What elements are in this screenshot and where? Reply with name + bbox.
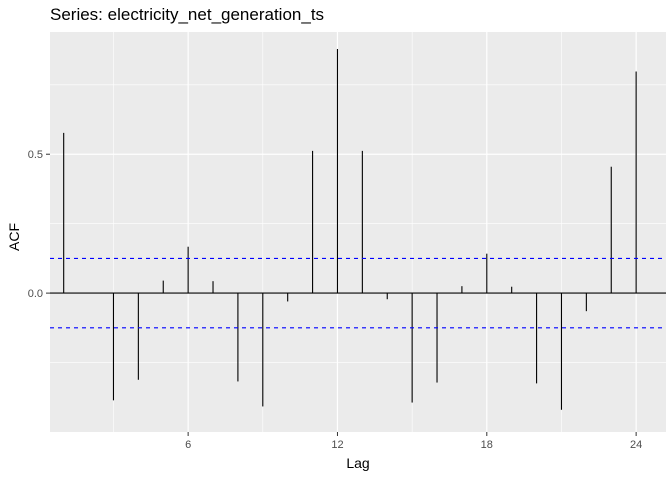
x-axis-title: Lag bbox=[346, 455, 369, 471]
y-tick-label: 0.5 bbox=[28, 149, 43, 161]
chart-title: Series: electricity_net_generation_ts bbox=[50, 5, 324, 24]
x-axis-ticks: 6 12 18 24 bbox=[185, 432, 642, 451]
plot-panel bbox=[50, 32, 666, 432]
x-tick-label: 18 bbox=[481, 439, 493, 451]
y-axis-ticks: 0.0 0.5 bbox=[28, 149, 50, 300]
x-tick-label: 24 bbox=[630, 439, 642, 451]
x-tick-label: 6 bbox=[185, 439, 191, 451]
y-tick-label: 0.0 bbox=[28, 288, 43, 300]
x-tick-label: 12 bbox=[331, 439, 343, 451]
y-axis-title: ACF bbox=[6, 223, 22, 251]
grid-minor bbox=[50, 32, 666, 432]
acf-bars bbox=[63, 48, 637, 410]
confidence-lines bbox=[50, 257, 666, 329]
